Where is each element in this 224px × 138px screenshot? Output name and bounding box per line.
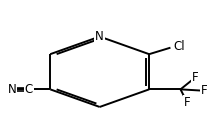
Text: N: N bbox=[8, 83, 17, 96]
Text: F: F bbox=[192, 71, 198, 84]
Text: N: N bbox=[95, 30, 104, 43]
Text: C: C bbox=[25, 83, 33, 96]
Text: F: F bbox=[184, 96, 191, 109]
Text: Cl: Cl bbox=[174, 40, 185, 53]
Text: F: F bbox=[201, 84, 207, 97]
